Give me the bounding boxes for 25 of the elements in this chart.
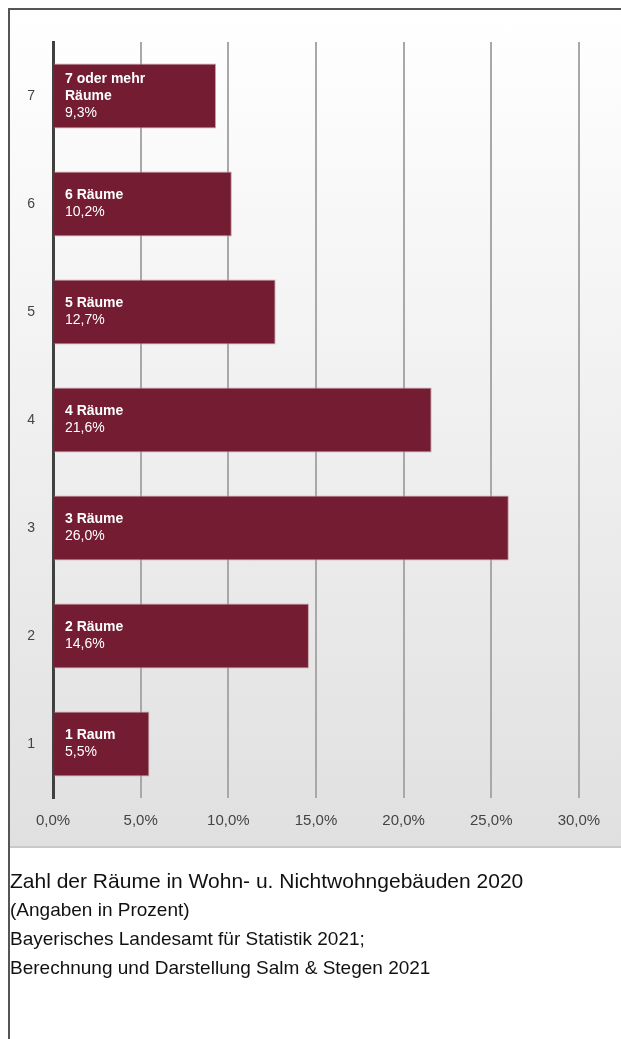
x-tick-label: 25,0% <box>470 811 513 829</box>
x-tick-label: 5,0% <box>123 811 158 829</box>
x-tick-label: 20,0% <box>382 811 425 829</box>
text: Berechnung und Darstellung Salm & Stegen 2021 <box>10 956 432 980</box>
y-tick-label: 7 <box>27 86 36 103</box>
y-tick-label: 6 <box>27 194 36 211</box>
data-label: 5 Räume 12,7% <box>65 294 124 328</box>
data-label: 6 Räume 10,2% <box>65 186 124 220</box>
y-tick-label: 4 <box>27 410 36 427</box>
y-tick-label: 3 <box>27 518 36 535</box>
data-label: 3 Räume 26,0% <box>65 510 124 544</box>
y-tick-label: 2 <box>27 626 36 643</box>
data-label: 7 oder mehr Räume 9,3% <box>65 69 146 120</box>
text: (Angaben in Prozent) <box>10 898 191 922</box>
text: Bayerisches Landesamt für Statistik 2021; <box>10 927 366 951</box>
y-tick-label: 5 <box>27 302 36 319</box>
x-tick-label: 30,0% <box>557 811 601 829</box>
data-label: 1 Raum 5,5% <box>65 726 116 760</box>
x-tick-label: 10,0% <box>207 811 250 829</box>
x-tick-label: 0,0% <box>35 811 71 829</box>
x-tick-label: 15,0% <box>294 811 338 829</box>
text: Zahl der Räume in Wohn- u. Nichtwohngebäuden 2020 <box>10 868 525 894</box>
data-label: 2 Räume 14,6% <box>65 618 124 652</box>
y-tick-label: 1 <box>27 734 36 751</box>
data-label: 4 Räume 21,6% <box>65 402 124 436</box>
